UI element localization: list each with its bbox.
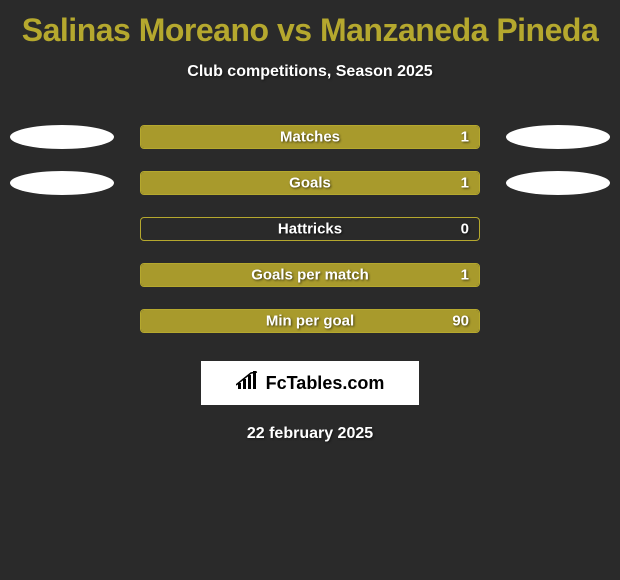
stat-bar: Goals 1: [140, 171, 480, 195]
stat-value: 0: [461, 221, 469, 238]
right-oval-slot: [506, 263, 610, 287]
right-oval-slot: [506, 171, 610, 195]
stat-row: Hattricks 0: [0, 217, 620, 241]
stat-label: Goals per match: [251, 267, 369, 284]
left-oval-slot: [10, 171, 114, 195]
stat-bar: Goals per match 1: [140, 263, 480, 287]
stat-bar: Matches 1: [140, 125, 480, 149]
left-oval-slot: [10, 309, 114, 333]
player-oval-left: [10, 171, 114, 195]
comparison-card: Salinas Moreano vs Manzaneda Pineda Club…: [0, 0, 620, 443]
left-oval-slot: [10, 125, 114, 149]
date-label: 22 february 2025: [247, 425, 373, 443]
stat-bar: Hattricks 0: [140, 217, 480, 241]
right-oval-slot: [506, 217, 610, 241]
subtitle: Club competitions, Season 2025: [187, 63, 432, 81]
stat-label: Min per goal: [266, 313, 354, 330]
left-oval-slot: [10, 263, 114, 287]
stat-label: Hattricks: [278, 221, 342, 238]
stat-row: Goals 1: [0, 171, 620, 195]
stats-list: Matches 1 Goals 1 Hattricks 0 Goals per match 1…: [0, 125, 620, 333]
brand-text: FcTables.com: [266, 373, 385, 394]
brand-badge: FcTables.com: [201, 361, 419, 405]
page-title: Salinas Moreano vs Manzaneda Pineda: [22, 12, 598, 49]
stat-label: Goals: [289, 175, 331, 192]
stat-bar: Min per goal 90: [140, 309, 480, 333]
chart-icon: [236, 371, 258, 396]
stat-value: 1: [461, 175, 469, 192]
stat-row: Min per goal 90: [0, 309, 620, 333]
stat-row: Goals per match 1: [0, 263, 620, 287]
left-oval-slot: [10, 217, 114, 241]
player-oval-left: [10, 125, 114, 149]
right-oval-slot: [506, 125, 610, 149]
stat-label: Matches: [280, 129, 340, 146]
stat-value: 1: [461, 267, 469, 284]
stat-value: 90: [452, 313, 469, 330]
right-oval-slot: [506, 309, 610, 333]
stat-value: 1: [461, 129, 469, 146]
player-oval-right: [506, 171, 610, 195]
stat-row: Matches 1: [0, 125, 620, 149]
player-oval-right: [506, 125, 610, 149]
